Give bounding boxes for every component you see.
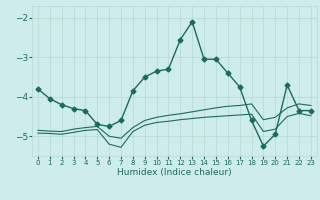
X-axis label: Humidex (Indice chaleur): Humidex (Indice chaleur) xyxy=(117,168,232,177)
